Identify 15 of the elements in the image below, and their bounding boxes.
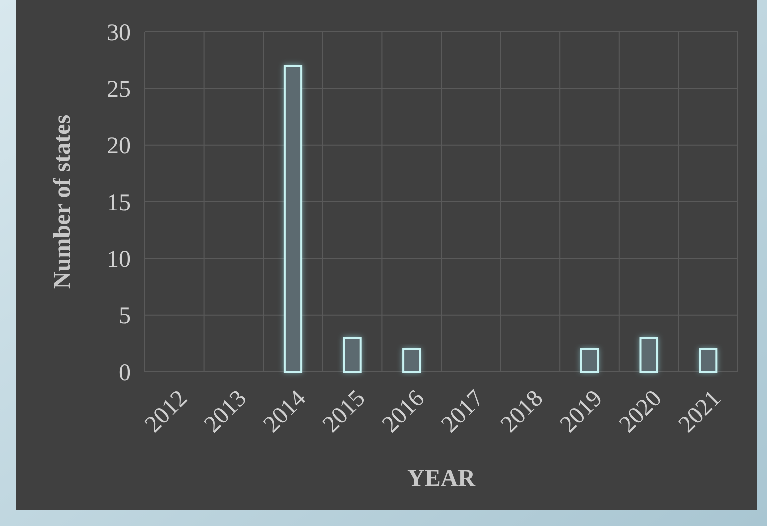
- y-tick-label: 5: [119, 304, 131, 330]
- bar: [284, 65, 303, 373]
- y-tick-label: 15: [107, 190, 131, 216]
- y-tick-label: 30: [107, 20, 131, 46]
- bar: [402, 348, 422, 373]
- y-tick-label: 20: [107, 134, 131, 160]
- bar: [640, 337, 658, 373]
- y-axis-title: Number of states: [50, 114, 76, 290]
- bar: [343, 337, 362, 373]
- y-tick-label: 0: [119, 360, 131, 386]
- y-tick-label: 25: [107, 77, 131, 104]
- y-tick-label: 10: [107, 247, 131, 274]
- bar: [699, 348, 718, 373]
- x-axis-title: YEAR: [407, 466, 476, 492]
- bar: [580, 348, 600, 373]
